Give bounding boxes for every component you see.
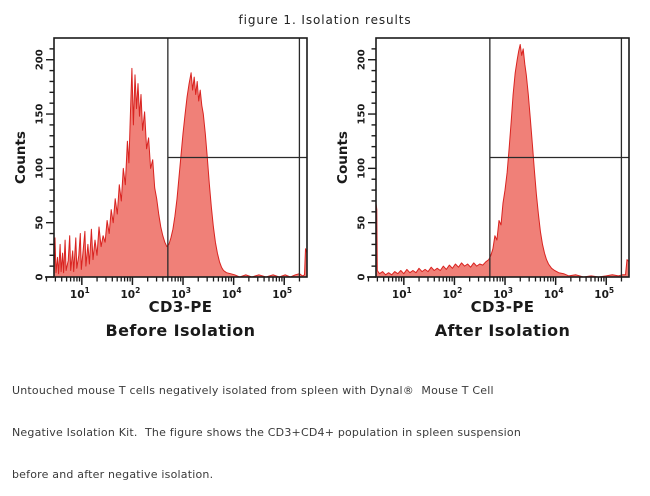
svg-text:102: 102	[443, 286, 463, 298]
svg-text:102: 102	[121, 286, 141, 298]
svg-text:Counts: Counts	[13, 131, 29, 184]
svg-text:150: 150	[35, 104, 46, 125]
x-axis-label-before: CD3-PE	[148, 298, 213, 316]
svg-text:50: 50	[35, 216, 46, 230]
flow-histogram-before: 0 50 100 150 200 101 102 103 104 105 Counts	[13, 37, 308, 298]
panel-before-captions: CD3-PE Before Isolation	[54, 298, 307, 340]
panel-after-isolation: 0 50 100 150 200 101 102 103 104 105 Counts CD3-PE…	[330, 30, 642, 340]
panel-after-captions: CD3-PE After Isolation	[376, 298, 629, 340]
svg-text:100: 100	[357, 158, 368, 179]
svg-text:104: 104	[544, 286, 564, 298]
svg-text:101: 101	[70, 286, 90, 298]
figure-title: figure 1. Isolation results	[238, 13, 412, 27]
svg-text:101: 101	[392, 286, 412, 298]
svg-text:105: 105	[594, 286, 614, 298]
svg-text:103: 103	[171, 286, 191, 298]
x-axis-label-after: CD3-PE	[470, 298, 535, 316]
svg-text:103: 103	[493, 286, 513, 298]
panel-subtitle-after: After Isolation	[434, 321, 571, 340]
panels-row: 0 50 100 150 200 101 102 103 104 105 Counts CD3-PE…	[0, 30, 650, 340]
caption-line-1: Untouched mouse T cells negatively isola…	[12, 384, 494, 397]
svg-text:0: 0	[35, 273, 46, 280]
caption-line-2: Negative Isolation Kit. The figure shows…	[12, 426, 521, 439]
svg-text:200: 200	[35, 49, 46, 70]
svg-text:105: 105	[272, 286, 292, 298]
svg-text:200: 200	[357, 49, 368, 70]
svg-text:50: 50	[357, 216, 368, 230]
svg-text:0: 0	[357, 273, 368, 280]
flow-histogram-after: 0 50 100 150 200 101 102 103 104 105 Counts	[335, 37, 630, 298]
caption-line-3: before and after negative isolation.	[12, 468, 214, 481]
panel-subtitle-before: Before Isolation	[105, 321, 256, 340]
svg-text:100: 100	[35, 158, 46, 179]
svg-text:150: 150	[357, 104, 368, 125]
svg-text:104: 104	[222, 286, 242, 298]
svg-text:Counts: Counts	[335, 131, 351, 184]
figure-caption: Untouched mouse T cells negatively isola…	[12, 356, 650, 496]
panel-before-isolation: 0 50 100 150 200 101 102 103 104 105 Counts CD3-PE…	[8, 30, 320, 340]
